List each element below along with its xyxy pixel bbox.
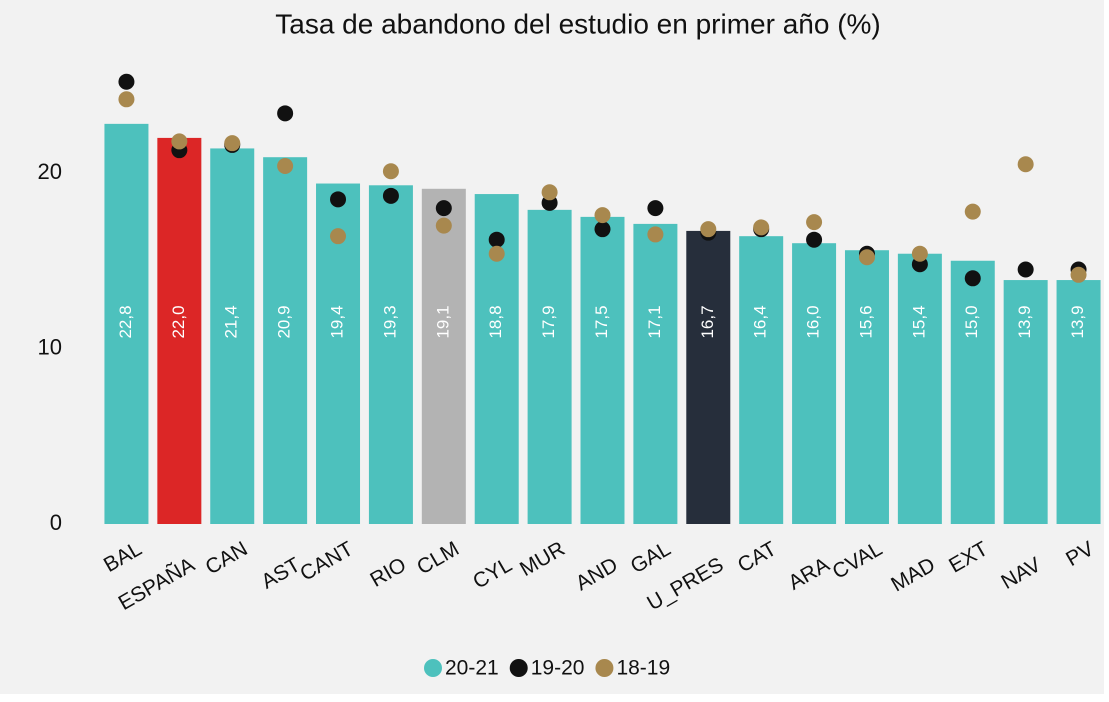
dot [330,228,347,245]
bar [263,157,308,524]
dot [594,221,611,238]
y-tick-label: 0 [50,510,62,535]
bar [1003,280,1048,524]
value-label: 22,0 [169,305,188,338]
bar [527,209,572,525]
dot [118,91,135,108]
value-label: 17,1 [645,305,664,338]
bar [1056,280,1101,524]
bar [210,148,255,524]
dot [171,133,188,150]
value-label: 13,9 [1015,305,1034,338]
value-label: 19,3 [380,305,399,338]
legend-marker [424,659,442,677]
bar [157,137,202,524]
dot [224,135,241,152]
dot [964,270,981,287]
dot [277,157,294,174]
value-label: 22,8 [116,305,135,338]
value-label: 17,9 [539,305,558,338]
dot [277,105,294,122]
dot [806,231,823,248]
value-label: 19,4 [328,305,347,338]
dot [118,73,135,90]
y-tick-label: 20 [38,159,62,184]
bar [633,223,678,524]
dot [1017,261,1034,278]
value-label: 16,7 [698,305,717,338]
dot [753,219,770,236]
value-label: 13,9 [1068,305,1087,338]
dot [541,184,558,201]
chart-title: Tasa de abandono del estudio en primer a… [275,8,881,39]
value-label: 15,0 [962,305,981,338]
legend-label: 20-21 [445,657,499,680]
bar [580,216,625,524]
dot [488,231,505,248]
legend-marker [509,659,528,677]
dot [488,245,505,262]
dot [382,187,399,204]
dot [382,163,399,180]
legend-label: 18-19 [616,657,670,680]
value-label: 15,6 [856,305,875,338]
dot [435,217,452,234]
dot [647,226,664,243]
bar [844,250,889,524]
bar [104,123,149,525]
legend-label: 19-20 [531,657,585,680]
y-tick-label: 10 [38,334,62,359]
value-label: 21,4 [222,305,241,338]
value-label: 18,8 [486,305,505,338]
bar [950,260,995,524]
bar [739,236,784,524]
dot [911,245,928,262]
bar [368,185,413,524]
bar [421,188,466,525]
bar [792,243,837,524]
value-label: 15,4 [909,305,928,338]
dot [858,249,875,266]
dot [435,200,452,217]
dot [1017,156,1034,173]
bar [897,253,942,525]
dot [964,203,981,220]
dot [594,207,611,224]
dot [1070,266,1087,283]
value-label: 16,0 [804,305,823,338]
value-label: 19,1 [433,305,452,338]
dot [647,200,664,217]
bar [686,230,731,525]
value-label: 16,4 [751,305,770,338]
dot [700,221,717,238]
value-label: 17,5 [592,305,611,338]
value-label: 20,9 [275,305,294,338]
legend-marker [595,659,614,677]
dot [330,191,347,208]
dot [806,214,823,231]
